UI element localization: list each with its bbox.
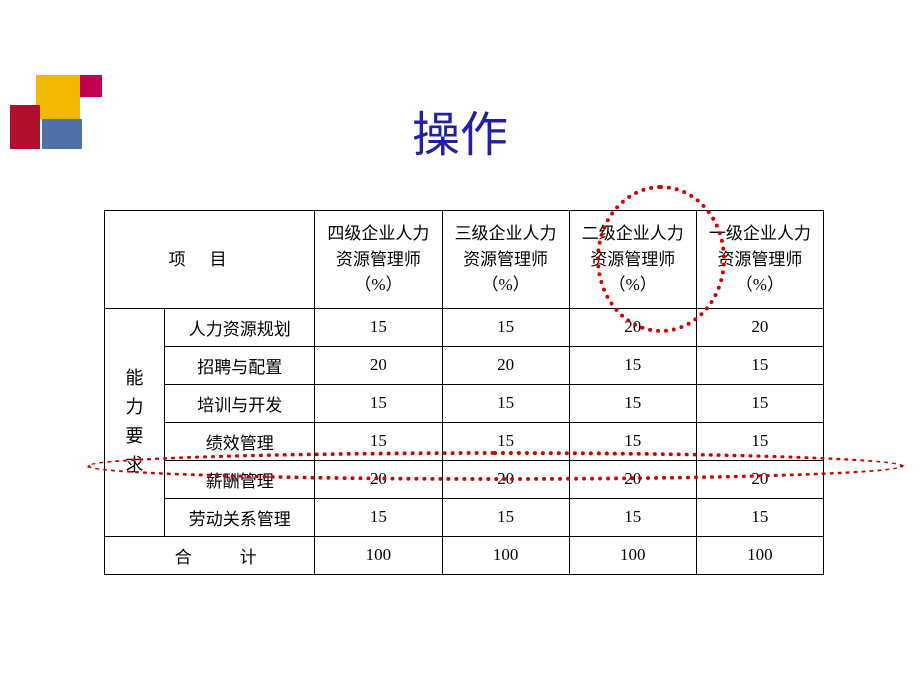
- header-project: 项目: [105, 211, 315, 309]
- table-row: 培训与开发 15 15 15 15: [105, 384, 824, 422]
- cell: 20: [442, 460, 569, 498]
- side-label: 能力要求: [105, 308, 165, 536]
- table-header-row: 项目 四级企业人力资源管理师（%） 三级企业人力资源管理师（%） 二级企业人力资…: [105, 211, 824, 309]
- cell: 15: [696, 346, 823, 384]
- cell: 20: [696, 460, 823, 498]
- table-row: 劳动关系管理 15 15 15 15: [105, 498, 824, 536]
- cell: 15: [442, 422, 569, 460]
- table-row: 绩效管理 15 15 15 15: [105, 422, 824, 460]
- table-row: 薪酬管理 20 20 20 20: [105, 460, 824, 498]
- table-row: 招聘与配置 20 20 15 15: [105, 346, 824, 384]
- header-col-3: 一级企业人力资源管理师（%）: [696, 211, 823, 309]
- sum-cell: 100: [696, 536, 823, 574]
- cell: 15: [442, 308, 569, 346]
- cell: 15: [569, 384, 696, 422]
- cell: 15: [442, 384, 569, 422]
- page-title: 操作: [0, 95, 920, 165]
- cell: 20: [442, 346, 569, 384]
- table-row: 能力要求 人力资源规划 15 15 20 20: [105, 308, 824, 346]
- cell: 15: [569, 346, 696, 384]
- cell: 15: [442, 498, 569, 536]
- data-table: 项目 四级企业人力资源管理师（%） 三级企业人力资源管理师（%） 二级企业人力资…: [104, 210, 824, 575]
- row-label: 人力资源规划: [165, 308, 315, 346]
- sum-cell: 100: [315, 536, 442, 574]
- row-label: 招聘与配置: [165, 346, 315, 384]
- cell: 15: [315, 422, 442, 460]
- cell: 15: [569, 498, 696, 536]
- deco-rect: [80, 75, 102, 97]
- sum-cell: 100: [442, 536, 569, 574]
- row-label: 薪酬管理: [165, 460, 315, 498]
- sum-cell: 100: [569, 536, 696, 574]
- cell: 15: [696, 384, 823, 422]
- cell: 15: [315, 384, 442, 422]
- cell: 15: [315, 308, 442, 346]
- row-label: 培训与开发: [165, 384, 315, 422]
- row-label: 绩效管理: [165, 422, 315, 460]
- cell: 15: [569, 422, 696, 460]
- header-col-0: 四级企业人力资源管理师（%）: [315, 211, 442, 309]
- row-label: 劳动关系管理: [165, 498, 315, 536]
- cell: 15: [315, 498, 442, 536]
- sum-label: 合计: [105, 536, 315, 574]
- cell: 20: [315, 460, 442, 498]
- cell: 20: [569, 308, 696, 346]
- cell: 15: [696, 422, 823, 460]
- table-sum-row: 合计 100 100 100 100: [105, 536, 824, 574]
- cell: 20: [315, 346, 442, 384]
- cell: 20: [569, 460, 696, 498]
- cell: 20: [696, 308, 823, 346]
- cell: 15: [696, 498, 823, 536]
- table: 项目 四级企业人力资源管理师（%） 三级企业人力资源管理师（%） 二级企业人力资…: [104, 210, 824, 575]
- header-col-1: 三级企业人力资源管理师（%）: [442, 211, 569, 309]
- header-col-2: 二级企业人力资源管理师（%）: [569, 211, 696, 309]
